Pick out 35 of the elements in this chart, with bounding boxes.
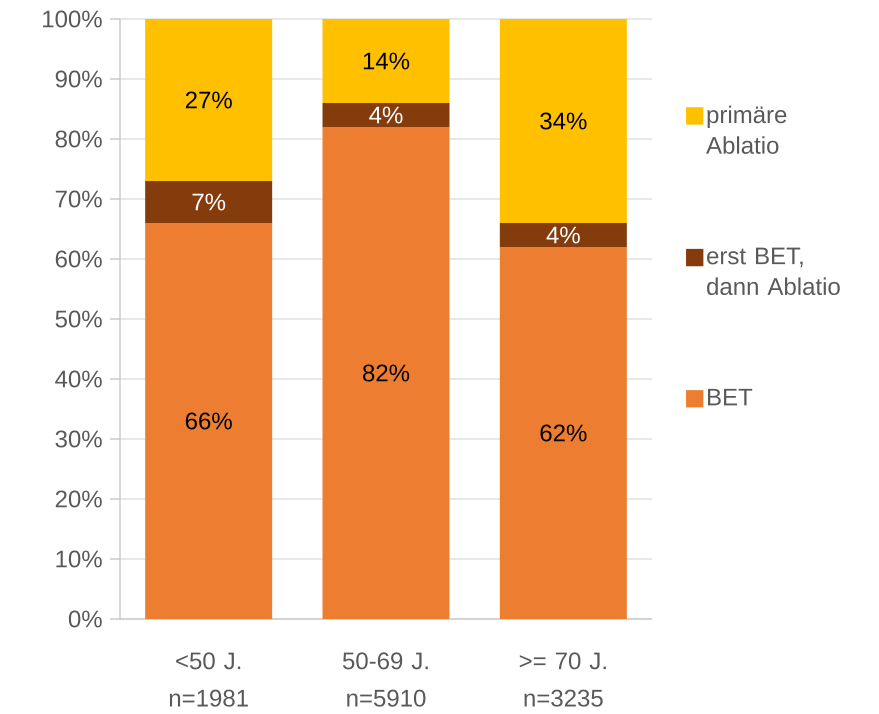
legend-label: BET bbox=[708, 388, 752, 406]
y-tick-label: 80% bbox=[56, 130, 102, 148]
data-label: 4% bbox=[369, 106, 402, 124]
data-label: 34% bbox=[540, 112, 586, 130]
bar bbox=[500, 246, 627, 619]
x-tick-label: 50-69 J. n=5910 bbox=[342, 652, 428, 707]
y-tick-label: 0% bbox=[68, 610, 102, 628]
legend-label: erst BET, dann Ablatio bbox=[707, 248, 840, 296]
data-label: 4% bbox=[546, 226, 580, 244]
data-label: 66% bbox=[186, 412, 232, 430]
y-tick-label: 90% bbox=[56, 70, 102, 88]
data-label: 14% bbox=[364, 52, 410, 70]
data-label: 62% bbox=[540, 424, 586, 442]
y-tick-label: 40% bbox=[55, 370, 102, 388]
y-tick-label: 20% bbox=[56, 490, 102, 508]
data-label: 82% bbox=[363, 364, 410, 382]
x-tick-label: >= 70 J. n=3235 bbox=[520, 652, 606, 707]
bar bbox=[322, 102, 450, 127]
bar bbox=[322, 18, 450, 103]
bar bbox=[145, 222, 272, 619]
bar bbox=[322, 126, 450, 619]
y-tick-label: 50% bbox=[56, 310, 102, 328]
y-tick-label: 30% bbox=[56, 430, 102, 448]
legend-label: primäre Ablatio bbox=[706, 106, 786, 154]
y-tick-label: 10% bbox=[56, 550, 102, 568]
x-tick-label: <50 J. n=1981 bbox=[170, 652, 248, 707]
data-label: 27% bbox=[186, 92, 232, 108]
y-tick-label: 70% bbox=[56, 190, 102, 208]
y-tick-label: 100% bbox=[43, 10, 102, 28]
bar bbox=[500, 18, 627, 223]
bar bbox=[500, 222, 627, 247]
bar bbox=[145, 18, 272, 181]
bar bbox=[145, 180, 272, 223]
data-label: 7% bbox=[192, 194, 226, 210]
y-tick-label: 60% bbox=[56, 250, 102, 268]
